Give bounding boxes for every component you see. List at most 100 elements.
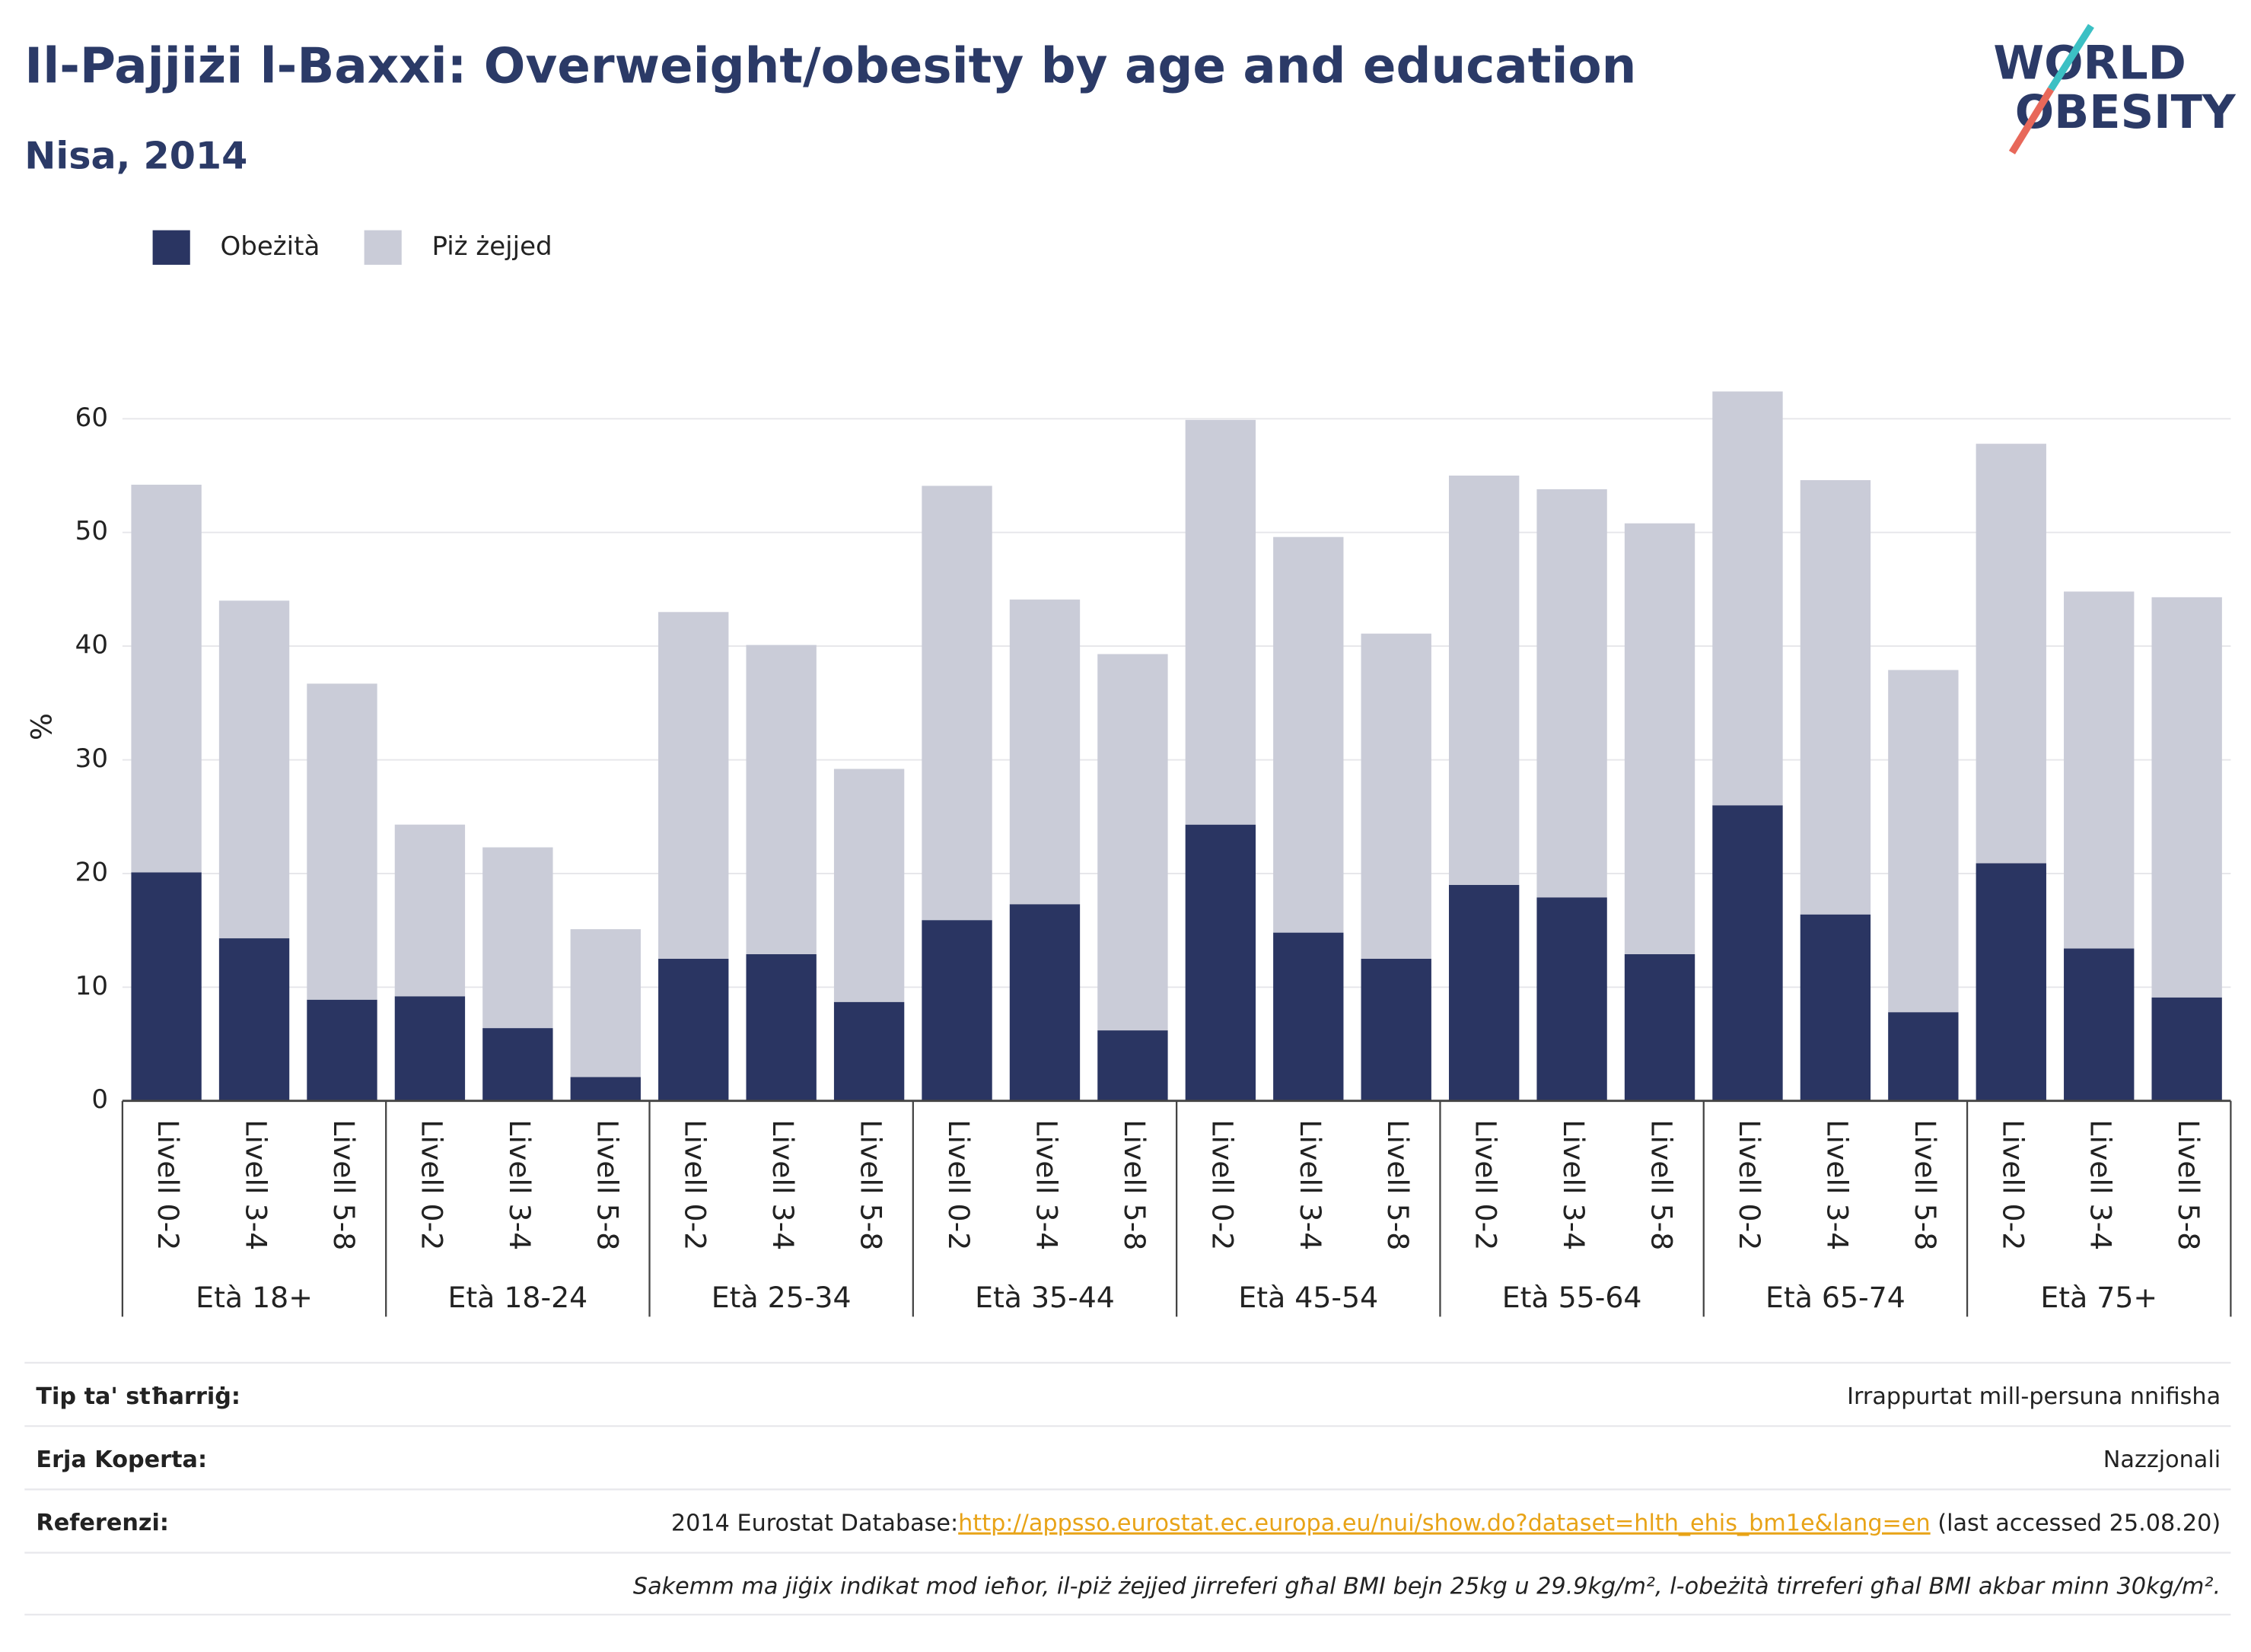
x-tick-label: Livell 5-8 (855, 1119, 888, 1250)
group-label: Età 55-64 (1502, 1281, 1642, 1314)
bar (482, 847, 553, 1029)
x-tick-label: Livell 5-8 (1909, 1119, 1942, 1250)
footer-label: Erja Koperta: (36, 1447, 207, 1473)
bar (1097, 1030, 1168, 1101)
bar (1976, 863, 2046, 1101)
bar (1009, 904, 1081, 1101)
bar (131, 872, 202, 1101)
bar (1536, 489, 1607, 898)
bar (1800, 914, 1871, 1101)
bar (307, 999, 377, 1101)
footer-value: Nazzjonali (2103, 1447, 2221, 1473)
bar (746, 645, 817, 954)
bar (307, 683, 377, 1000)
bar (570, 929, 641, 1077)
bar (2064, 591, 2135, 949)
x-tick-label: Livell 3-4 (1557, 1119, 1590, 1250)
bar (1361, 633, 1431, 959)
x-tick-label: Livell 3-4 (1030, 1119, 1063, 1250)
x-tick-label: Livell 3-4 (766, 1119, 800, 1250)
x-tick-label: Livell 5-8 (2172, 1119, 2205, 1250)
x-tick-label: Livell 3-4 (240, 1119, 273, 1250)
bar (1976, 444, 2046, 864)
group-label: Età 18-24 (447, 1281, 587, 1314)
bar (1273, 536, 1344, 933)
footer-label: Referenzi: (36, 1510, 169, 1536)
bar (1097, 654, 1168, 1031)
y-tick-label: 30 (75, 743, 108, 774)
bar (1888, 670, 1959, 1013)
y-tick-label: 40 (75, 630, 108, 660)
footer-label: Tip ta' stħarriġ: (36, 1383, 240, 1410)
bar (746, 953, 817, 1101)
x-tick-label: Livell 0-2 (679, 1119, 712, 1250)
bar (2151, 597, 2222, 998)
bar (922, 920, 992, 1101)
y-tick-label: 60 (75, 403, 108, 433)
bar (1361, 958, 1431, 1101)
footer-note: Sakemm ma jiġix indikat mod ieħor, il-pi… (633, 1573, 2221, 1599)
x-tick-label: Livell 0-2 (1205, 1119, 1239, 1250)
legend-swatch (364, 230, 402, 265)
group-label: Età 25-34 (712, 1281, 852, 1314)
bar (2064, 948, 2135, 1101)
group-label: Età 75+ (2040, 1281, 2157, 1314)
footer-value: Irrappurtat mill-persuna nnifisha (1847, 1383, 2221, 1410)
legend-label: Obeżità (220, 231, 320, 262)
y-tick-label: 50 (75, 516, 108, 546)
x-tick-label: Livell 5-8 (1645, 1119, 1679, 1250)
legend-swatch (152, 230, 190, 265)
x-tick-label: Livell 0-2 (1733, 1119, 1766, 1250)
bar (1009, 599, 1081, 905)
footer-value: 2014 Eurostat Database:http://appsso.eur… (671, 1510, 2221, 1536)
logo-text: WORLD (1993, 37, 2186, 91)
bar (1448, 884, 1520, 1101)
bar (218, 938, 290, 1101)
logo: WORLD OBESITY (1993, 24, 2237, 154)
reference-link: http://appsso.eurostat.ec.europa.eu/nui/… (958, 1510, 1930, 1536)
bar (658, 612, 729, 959)
x-tick-label: Livell 0-2 (942, 1119, 976, 1250)
bar (2151, 997, 2222, 1101)
group-label: Età 18+ (196, 1281, 313, 1314)
logo-text: OBESITY (2015, 86, 2237, 139)
bar (1888, 1012, 1959, 1101)
bar (922, 485, 992, 921)
x-tick-label: Livell 5-8 (1381, 1119, 1415, 1250)
logo-slash (2047, 24, 2094, 91)
logo-slash (2008, 87, 2055, 154)
bar (1536, 897, 1607, 1101)
x-tick-label: Livell 3-4 (2084, 1119, 2118, 1250)
bar (1185, 824, 1256, 1101)
x-tick-label: Livell 5-8 (591, 1119, 624, 1250)
bar (1448, 476, 1520, 885)
y-tick-label: 20 (75, 857, 108, 887)
bar (570, 1077, 641, 1101)
bar (1624, 523, 1695, 954)
x-tick-label: Livell 0-2 (415, 1119, 448, 1250)
x-tick-label: Livell 3-4 (1294, 1119, 1327, 1250)
x-tick-label: Livell 0-2 (1469, 1119, 1503, 1250)
reference-text: 2014 Eurostat Database: (671, 1510, 958, 1536)
chart-title: Il-Pajjiżi l-Baxxi: Overweight/obesity b… (24, 37, 1636, 94)
x-tick-label: Livell 3-4 (503, 1119, 536, 1250)
legend-label: Piż żejjed (431, 231, 552, 262)
bar (131, 484, 202, 873)
bar (482, 1028, 553, 1101)
x-tick-label: Livell 3-4 (1820, 1119, 1854, 1250)
x-tick-label: Livell 0-2 (1996, 1119, 2030, 1250)
bar (833, 1001, 905, 1101)
x-tick-label: Livell 0-2 (151, 1119, 185, 1250)
group-label: Età 45-54 (1238, 1281, 1378, 1314)
bar (218, 600, 290, 939)
x-tick-label: Livell 5-8 (1118, 1119, 1151, 1250)
y-tick-label: 0 (91, 1084, 108, 1115)
bar (1712, 391, 1783, 806)
reference-text: (last accessed 25.08.20) (1931, 1510, 2221, 1536)
bar (394, 824, 466, 997)
bar (394, 996, 466, 1101)
chart-subtitle: Nisa, 2014 (24, 134, 247, 178)
y-axis-label: % (24, 713, 58, 740)
bar (833, 769, 905, 1002)
